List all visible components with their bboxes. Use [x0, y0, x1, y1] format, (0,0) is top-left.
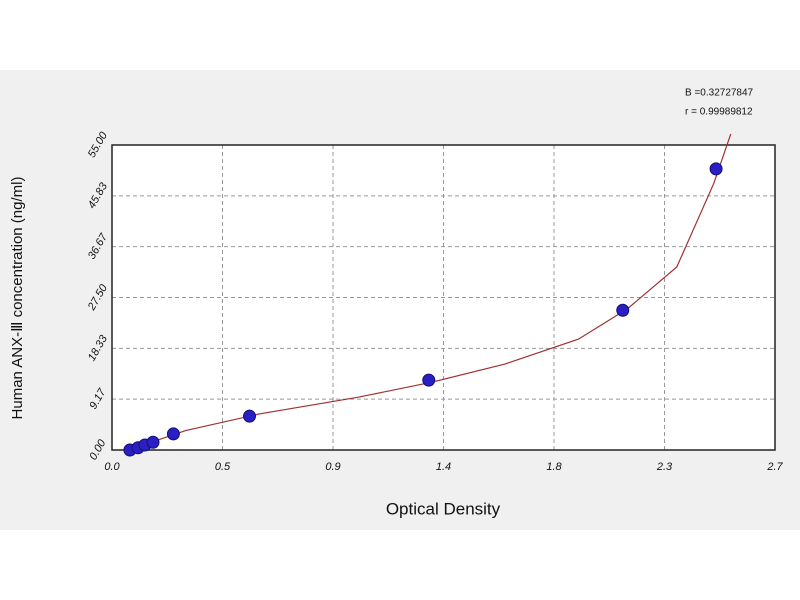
- y-axis-label: Human ANX-Ⅲ concentration (ng/ml): [9, 177, 26, 420]
- x-axis-label: Optical Density: [386, 499, 501, 518]
- data-point: [166, 427, 180, 441]
- data-point: [146, 435, 160, 449]
- annotation: r = 0.99989812: [685, 107, 753, 118]
- annotation: B =0.32727847: [685, 88, 754, 99]
- fit-curve: [136, 133, 732, 448]
- x-tick-label: 0.5: [215, 461, 231, 473]
- data-point: [243, 409, 257, 423]
- x-tick-label: 2.3: [656, 461, 673, 473]
- x-tick-label: 2.7: [766, 461, 783, 473]
- x-tick-label: 0.0: [104, 461, 120, 473]
- data-point: [422, 373, 436, 387]
- data-point: [616, 303, 630, 317]
- x-tick-label: 1.4: [436, 461, 451, 473]
- x-tick-label: 1.8: [546, 461, 562, 473]
- x-tick-label: 0.9: [325, 461, 340, 473]
- plot-border: [111, 144, 776, 451]
- data-point: [709, 162, 723, 176]
